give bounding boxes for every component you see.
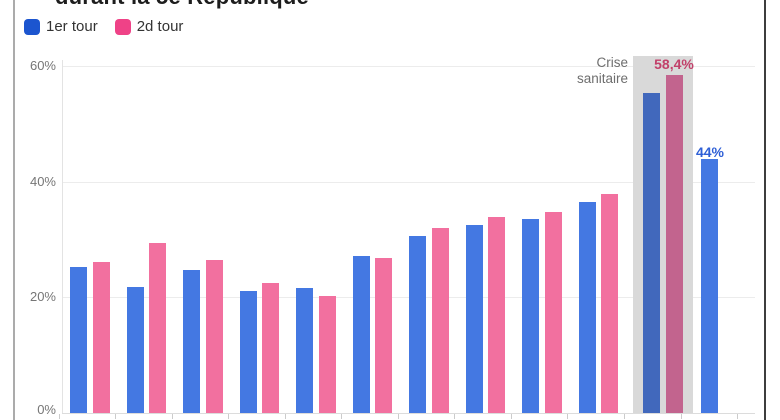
- x-axis-tick: [171, 414, 173, 419]
- crisis-annotation-line1: Crise: [596, 55, 628, 70]
- bar-2d-tour-3[interactable]: [205, 260, 223, 413]
- bar-1er-tour-4[interactable]: [239, 291, 257, 413]
- x-axis-tick: [341, 414, 343, 419]
- chart-title: durant la 5e République: [55, 0, 309, 10]
- bar-1er-tour-6[interactable]: [352, 255, 370, 413]
- x-axis-tick: [624, 414, 625, 419]
- x-axis-tick: [397, 414, 399, 419]
- y-axis-line: [62, 60, 63, 413]
- x-axis-tick: [454, 414, 456, 419]
- legend-label-2d-tour: 2d tour: [136, 18, 184, 35]
- bar-2d-tour-10[interactable]: [601, 193, 618, 413]
- x-axis-baseline: [62, 413, 755, 414]
- bar-1er-tour-2[interactable]: [126, 286, 144, 413]
- bar-2d-tour-4[interactable]: [262, 282, 279, 413]
- crisis-annotation-line2: sanitaire: [576, 71, 628, 86]
- bar-2d-tour-1[interactable]: [92, 262, 110, 413]
- y-tick-0: 0%: [37, 402, 56, 417]
- x-axis-tick: [567, 414, 569, 419]
- bar-2d-tour-5[interactable]: [318, 295, 336, 413]
- bar-2d-tour-7[interactable]: [431, 228, 449, 413]
- legend-swatch-2d-tour: [114, 18, 131, 35]
- bar-1er-tour-3[interactable]: [183, 269, 200, 413]
- y-tick-60: 60%: [29, 58, 56, 73]
- gridline-40: [62, 182, 755, 183]
- bar-1er-tour-5[interactable]: [296, 288, 313, 413]
- bar-1er-tour-10[interactable]: [578, 202, 596, 413]
- bar-1er-tour-1[interactable]: [70, 267, 87, 413]
- gridline-20: [62, 297, 755, 298]
- legend-swatch-1er-tour: [24, 18, 40, 35]
- x-axis-tick: [228, 414, 230, 419]
- bar-2d-tour-8[interactable]: [488, 217, 505, 413]
- x-axis-tick: [284, 414, 286, 419]
- gridline-60: [62, 66, 755, 67]
- legend-label-1er-tour: 1er tour: [46, 18, 98, 35]
- data-label-2d-tour-2020: 58,4%: [654, 56, 694, 72]
- bar-2d-tour-11[interactable]: [665, 75, 683, 413]
- data-label-1er-tour-last: 44%: [695, 144, 725, 160]
- crisis-highlight-band: [633, 56, 693, 413]
- x-axis-tick: [115, 414, 117, 419]
- bar-2d-tour-9[interactable]: [544, 211, 562, 413]
- bar-1er-tour-11[interactable]: [643, 93, 660, 413]
- bar-1er-tour-9[interactable]: [522, 219, 539, 413]
- bar-2d-tour-2[interactable]: [149, 243, 166, 413]
- x-axis-tick: [680, 414, 682, 419]
- bar-1er-tour-8[interactable]: [465, 224, 483, 413]
- x-axis-tick: [737, 414, 739, 419]
- window-left-border: [13, 0, 15, 420]
- bar-1er-tour-7[interactable]: [409, 236, 426, 413]
- chart-legend: 1er tour 2d tour: [24, 18, 200, 35]
- y-tick-40: 40%: [29, 174, 56, 189]
- x-axis-tick: [58, 414, 60, 419]
- x-axis-tick: [510, 414, 512, 419]
- crisis-annotation: Crise sanitaire: [540, 55, 628, 87]
- bar-2d-tour-6[interactable]: [375, 257, 392, 413]
- window-right-border: [764, 0, 766, 420]
- bar-1er-tour-12[interactable]: [701, 158, 718, 413]
- y-tick-20: 20%: [29, 289, 56, 304]
